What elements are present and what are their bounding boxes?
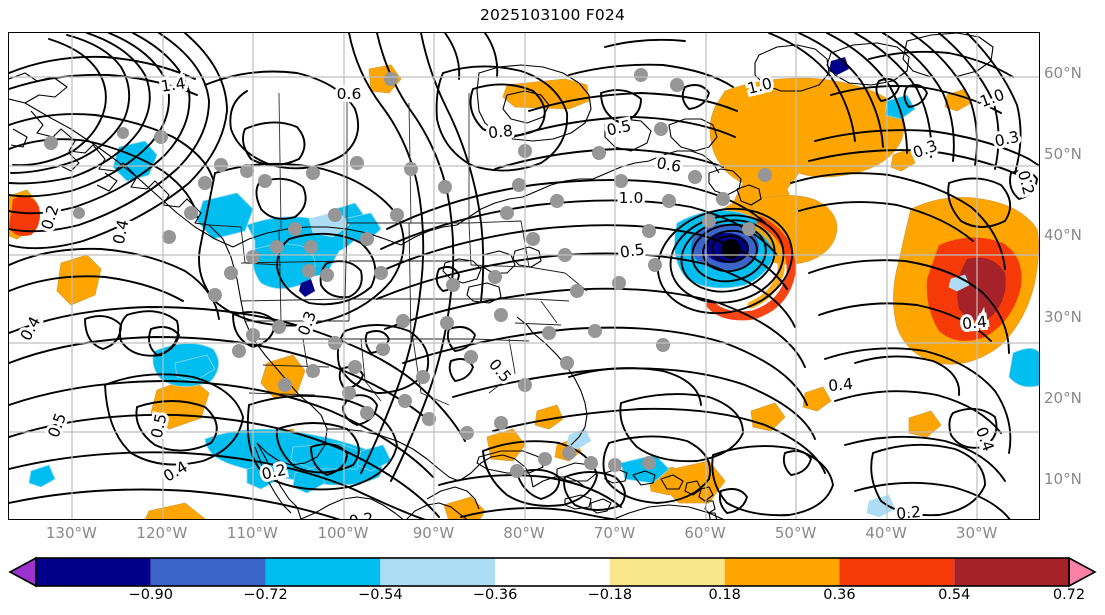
contour-label-18: 0.4 xyxy=(160,458,190,486)
x-tick-label-5: 80°W xyxy=(503,524,545,542)
colorbar-under-arrow xyxy=(8,556,37,588)
contour-label-26: 0.5 xyxy=(485,356,515,386)
colorbar-label-7: 0.54 xyxy=(938,587,971,603)
y-tick-label-4: 20°N xyxy=(1044,389,1082,407)
contour-label-11: 0.2 xyxy=(1014,168,1038,196)
contour-label-7: 0.5 xyxy=(619,240,646,261)
y-tick-label-0: 60°N xyxy=(1044,63,1082,82)
x-tick-label-4: 90°W xyxy=(412,524,455,542)
contour-label-1-halo: 0.6 xyxy=(337,85,362,103)
x-tick-label-2: 110°W xyxy=(226,524,278,542)
y-axis-labels: 60°N 50°N 40°N 30°N 20°N 10°N xyxy=(1044,32,1104,520)
colorbar-swatch-6 xyxy=(609,558,725,586)
colorbar-label-5: 0.18 xyxy=(708,587,741,603)
contour-lines xyxy=(9,33,1039,519)
colorbar-tick-labels: −0.90 −0.72 −0.54 −0.36 −0.18 0.18 0.36 0.54 0.7… xyxy=(8,587,1097,609)
contour-label-16: 0.5 xyxy=(45,411,70,440)
colorbar-swatch-8 xyxy=(839,558,955,586)
colorbar-label-8: 0.72 xyxy=(1052,587,1086,603)
y-tick-label-3: 30°N xyxy=(1044,307,1082,326)
colorbar-swatch-4 xyxy=(380,558,496,586)
x-tick-label-3: 100°W xyxy=(317,524,369,542)
contour-label-4: 0.6 xyxy=(655,154,682,176)
colorbar-over-arrow xyxy=(1068,556,1097,588)
x-tick-label-6: 70°W xyxy=(593,524,636,542)
contour-label-0: 1.4 xyxy=(160,74,187,95)
x-tick-label-7: 60°W xyxy=(684,524,726,542)
colorbar-label-4: −0.18 xyxy=(587,587,633,603)
colorbar-swatch-3 xyxy=(265,558,381,586)
contour-label-14: 0.3 xyxy=(295,309,320,338)
contour-label-15: 0.4 xyxy=(17,314,44,344)
colorbar: −0.90 −0.72 −0.54 −0.36 −0.18 0.18 0.36 0.54 0.7… xyxy=(8,556,1097,608)
colorbar-swatch-2 xyxy=(150,558,266,586)
y-tick-label-5: 10°N xyxy=(1044,470,1082,489)
contour-label-2: 0.8 xyxy=(487,122,513,142)
page-title: 2025103100 F024 xyxy=(479,6,626,24)
contour-label-25: 0.2 xyxy=(895,503,921,520)
contour-label-22: 0.4 xyxy=(961,313,987,333)
contour-label-10: 0.3 xyxy=(911,137,940,162)
map-panel: 1.4 1.4 0.6 0.6 0.8 0.8 0.5 0.5 0.6 0.6 1.0 1.0 1.0 1… xyxy=(8,32,1040,520)
contour-label-17: 0.5 xyxy=(148,412,171,440)
map-canvas: 1.41.4 0.60.60.80.8 0.50.50.60.61.01.01.01… xyxy=(9,33,1039,520)
colorbar-label-6: 0.36 xyxy=(823,587,856,603)
colorbar-swatch-5 xyxy=(495,558,610,586)
contour-label-5: 1.0 xyxy=(619,189,644,207)
colorbar-label-2: −0.54 xyxy=(358,587,403,603)
x-tick-label-1: 120°W xyxy=(136,524,188,542)
y-tick-label-1: 50°N xyxy=(1044,145,1082,163)
contour-label-3: 0.5 xyxy=(605,117,633,140)
contour-label-20: 0.2 xyxy=(348,509,375,520)
map-gridlines xyxy=(9,33,1039,519)
contour-label-9: 0.3 xyxy=(993,128,1021,151)
x-tick-label-8: 50°W xyxy=(774,524,817,542)
x-tick-label-9: 40°W xyxy=(865,524,907,542)
contour-label-19: 0.2 xyxy=(260,461,288,484)
colorbar-swatch-9 xyxy=(954,558,1069,586)
contour-label-23: 0.4 xyxy=(827,375,853,395)
colorbar-label-3: −0.36 xyxy=(472,587,518,603)
contour-label-13: 0.4 xyxy=(110,218,133,246)
contour-label-24: 0.4 xyxy=(972,425,997,454)
contour-label-23-halo: 0.4 xyxy=(827,375,853,395)
colorbar-label-0: −0.90 xyxy=(128,587,173,603)
contour-label-8: 1.0 xyxy=(978,86,1007,111)
x-tick-label-0: 130°W xyxy=(45,524,97,542)
contour-label-5-halo: 1.0 xyxy=(619,189,644,207)
contour-label-22-halo: 0.4 xyxy=(961,313,987,333)
negative-anomaly-patches xyxy=(28,94,1039,494)
coastlines-layer xyxy=(9,33,994,519)
x-tick-label-10: 30°W xyxy=(955,524,998,542)
colorbar-swatch-7 xyxy=(724,558,840,586)
x-axis-labels: 130°W 120°W 110°W 100°W 90°W 80°W 70°W 60°W 50°W… xyxy=(8,524,1040,546)
y-tick-label-2: 40°N xyxy=(1044,226,1082,245)
contour-label-6: 1.0 xyxy=(746,74,774,97)
contour-label-25-halo: 0.2 xyxy=(895,503,921,520)
contour-label-1: 0.6 xyxy=(337,85,362,103)
colorbar-swatch-1 xyxy=(36,558,151,586)
colorbar-label-1: −0.72 xyxy=(243,587,288,603)
map-frame: 1.4 1.4 0.6 0.6 0.8 0.8 0.5 0.5 0.6 0.6 1.0 1.0 1.0 1… xyxy=(8,32,1040,520)
colorbar-swatches xyxy=(8,556,1097,588)
colorbar-outline xyxy=(35,557,1070,587)
contour-label-12: 0.2 xyxy=(38,203,63,232)
